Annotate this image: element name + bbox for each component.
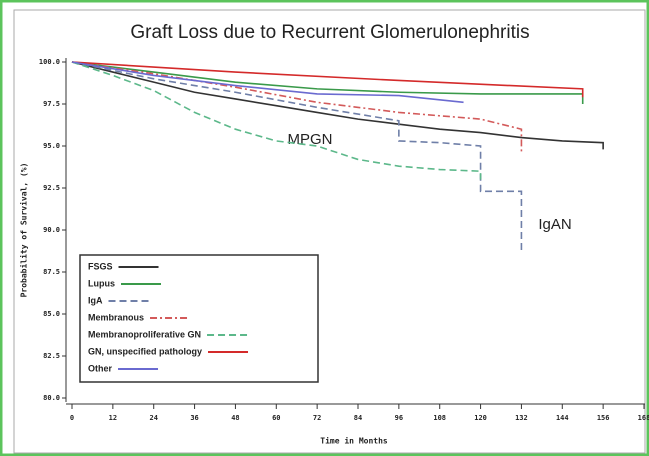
x-tick-label: 132 <box>515 414 528 422</box>
x-tick-label: 0 <box>70 414 74 422</box>
survival-curve <box>71 61 464 104</box>
legend-label: Membranoproliferative GN <box>88 329 201 339</box>
x-tick-label: 72 <box>313 414 321 422</box>
x-tick-label: 156 <box>597 414 610 422</box>
x-axis-label: Time in Months <box>320 436 388 446</box>
y-tick-label: 82.5 <box>43 352 60 360</box>
legend-label: Membranous <box>88 312 144 322</box>
annotation: IgAN <box>538 216 571 233</box>
x-tick-label: 12 <box>109 414 117 422</box>
x-tick-label: 168 <box>638 414 649 422</box>
y-tick-label: 100.0 <box>39 58 60 66</box>
legend-label: GN, unspecified pathology <box>88 346 202 356</box>
y-tick-label: 92.5 <box>43 184 60 192</box>
x-tick-label: 24 <box>149 414 157 422</box>
x-tick-label: 60 <box>272 414 280 422</box>
x-tick-label: 84 <box>354 414 362 422</box>
x-tick-label: 96 <box>395 414 403 422</box>
chart-title: Graft Loss due to Recurrent Glomerulonep… <box>130 22 529 43</box>
y-tick-label: 90.0 <box>43 226 60 234</box>
x-tick-label: 144 <box>556 414 569 422</box>
x-tick-label: 120 <box>474 414 487 422</box>
legend-box <box>79 254 319 383</box>
survival-curve <box>71 61 584 98</box>
x-tick-label: 36 <box>190 414 198 422</box>
y-tick-label: 97.5 <box>43 100 60 108</box>
y-tick-label: 80.0 <box>43 394 60 402</box>
y-tick-label: 85.0 <box>43 310 60 318</box>
legend-label: FSGS <box>88 261 113 271</box>
legend-label: IgA <box>88 295 103 305</box>
survival-curve <box>71 61 482 180</box>
survival-curve <box>71 61 523 254</box>
survival-curve <box>71 61 584 104</box>
y-tick-label: 87.5 <box>43 268 60 276</box>
survival-curve <box>71 61 604 150</box>
x-tick-label: 108 <box>433 414 446 422</box>
panel <box>13 9 646 454</box>
legend-label: Lupus <box>88 278 115 288</box>
y-tick-label: 95.0 <box>43 142 60 150</box>
survival-curve <box>71 61 523 153</box>
legend-label: Other <box>88 363 113 373</box>
y-axis-label: Probability of Survival, (%) <box>19 163 29 298</box>
x-tick-label: 48 <box>231 414 239 422</box>
